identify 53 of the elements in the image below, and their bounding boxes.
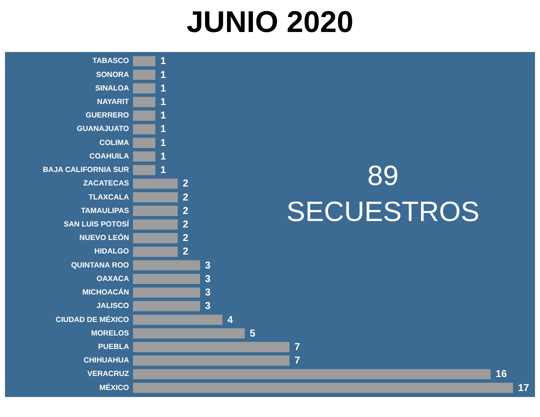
- data-label: 1: [160, 97, 166, 108]
- bar: [133, 70, 156, 80]
- data-label: 17: [518, 382, 530, 394]
- bar: [133, 151, 156, 162]
- bar: [133, 164, 156, 176]
- data-label: 3: [205, 260, 212, 272]
- data-label: 7: [294, 356, 300, 367]
- data-label: 4: [227, 314, 234, 326]
- bar: [133, 110, 156, 121]
- bar: [133, 246, 178, 257]
- data-label: 2: [182, 233, 189, 244]
- bar: [133, 83, 156, 94]
- data-label: 2: [182, 206, 189, 217]
- bar: [133, 56, 156, 66]
- bar: [133, 219, 178, 230]
- data-label: 2: [182, 178, 189, 190]
- data-label: 1: [160, 110, 166, 122]
- data-label: 2: [182, 220, 189, 230]
- data-label: 1: [160, 56, 166, 68]
- bar: [133, 96, 156, 108]
- bar: [133, 124, 156, 134]
- data-label: 16: [496, 369, 508, 380]
- bar: [133, 260, 200, 270]
- data-label: 1: [160, 124, 166, 136]
- data-label: 3: [205, 288, 212, 299]
- bar: [133, 287, 200, 298]
- bar: [133, 382, 513, 393]
- annotation: SECUESTROS: [286, 196, 480, 227]
- data-label: 3: [205, 301, 212, 312]
- bar: [133, 301, 200, 312]
- bar: [133, 328, 245, 338]
- bar: [133, 355, 290, 366]
- bar: [133, 314, 222, 325]
- bar: [133, 369, 491, 380]
- bar: [133, 206, 178, 216]
- bar: [133, 192, 178, 202]
- data-label: 3: [205, 274, 212, 285]
- data-label: 1: [160, 165, 166, 176]
- bar: [133, 274, 200, 284]
- data-label: 2: [182, 192, 189, 204]
- data-label: 2: [182, 246, 189, 258]
- bar: [133, 342, 290, 352]
- annotation: 89: [367, 160, 399, 191]
- data-label: 1: [160, 70, 166, 81]
- data-label: 1: [160, 151, 166, 162]
- bar: [133, 233, 178, 244]
- data-label: 5: [250, 328, 256, 340]
- data-label: 1: [160, 83, 166, 94]
- data-label: 1: [160, 138, 166, 149]
- data-label: 7: [294, 342, 300, 353]
- bar: [133, 138, 156, 148]
- bar: [133, 178, 178, 189]
- chart-title: JUNIO 2020: [186, 6, 354, 39]
